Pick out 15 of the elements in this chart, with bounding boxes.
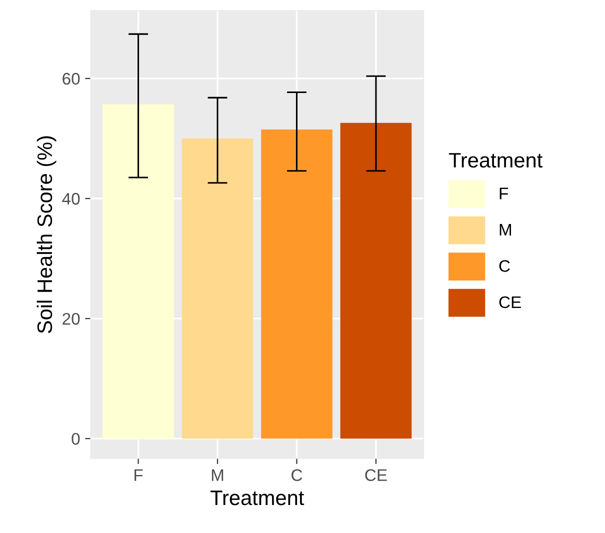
x-tick-label: F [134, 469, 143, 481]
x-axis-title: Treatment [210, 490, 304, 506]
legend-label: M [500, 224, 511, 236]
legend-label: F [500, 188, 508, 200]
legend-label: C [499, 260, 510, 272]
y-tick-label: 60 [62, 72, 80, 85]
legend-label: CE [499, 296, 521, 308]
y-tick-label: 0 [72, 432, 80, 445]
x-tick-label: C [292, 469, 302, 482]
y-tick-label: 40 [62, 192, 80, 205]
y-axis-title: Soil Health Score (%) [36, 136, 56, 334]
x-tick-label: CE [365, 469, 387, 482]
legend-title: Treatment [448, 153, 542, 168]
x-tick-label: M [212, 469, 224, 481]
y-tick-label: 20 [62, 312, 80, 325]
